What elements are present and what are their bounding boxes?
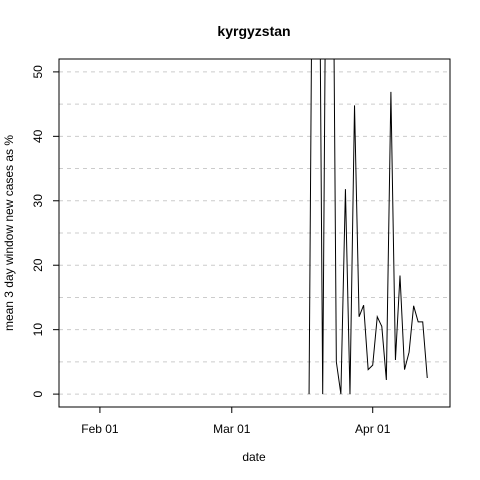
plot-frame <box>58 58 451 408</box>
y-tick-label: 0 <box>31 390 45 397</box>
series-line <box>308 59 428 395</box>
data-series <box>308 59 428 395</box>
grid-lines <box>59 71 450 395</box>
x-axis-label: date <box>242 450 266 464</box>
x-axis: Feb 01 Mar 01 Apr 01 <box>81 407 391 436</box>
y-tick-label: 50 <box>31 65 45 79</box>
x-tick-label: Feb 01 <box>81 422 119 436</box>
x-tick-label: Apr 01 <box>355 422 391 436</box>
y-tick-label: 30 <box>31 194 45 208</box>
y-tick-label: 10 <box>31 323 45 337</box>
y-tick-label: 20 <box>31 258 45 272</box>
x-tick-label: Mar 01 <box>213 422 251 436</box>
y-axis: 0 10 20 30 40 50 <box>31 65 59 397</box>
y-axis-label: mean 3 day window new cases as % <box>2 135 16 331</box>
chart-title: kyrgyzstan <box>217 23 290 39</box>
y-tick-label: 40 <box>31 129 45 143</box>
